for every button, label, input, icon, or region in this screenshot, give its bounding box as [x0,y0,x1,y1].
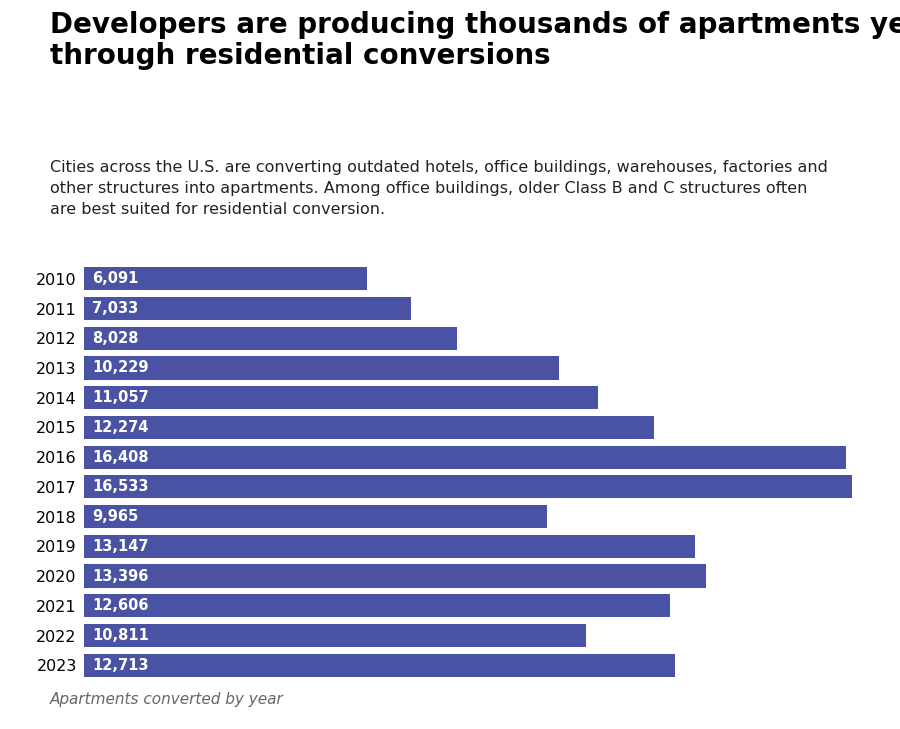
Bar [84,535,695,558]
Bar [84,327,457,350]
Text: 11,057: 11,057 [92,390,148,405]
Text: 12,274: 12,274 [92,420,148,435]
Bar [84,445,846,469]
Text: 9,965: 9,965 [92,509,139,524]
Text: 7,033: 7,033 [92,301,139,316]
Bar [84,505,547,529]
Bar [84,416,654,439]
Text: 12,606: 12,606 [92,599,148,613]
Bar [84,624,586,647]
Text: 10,229: 10,229 [92,360,148,375]
Bar [84,356,559,380]
Bar [84,594,670,617]
Text: 16,408: 16,408 [92,450,148,464]
Text: 10,811: 10,811 [92,628,148,643]
Text: 6,091: 6,091 [92,271,139,286]
Bar [84,386,598,409]
Text: Developers are producing thousands of apartments yearly
through residential conv: Developers are producing thousands of ap… [50,11,900,70]
Bar [84,297,410,320]
Text: Apartments converted by year: Apartments converted by year [50,692,284,707]
Bar [84,268,367,290]
Bar [84,564,707,588]
Text: Cities across the U.S. are converting outdated hotels, office buildings, warehou: Cities across the U.S. are converting ou… [50,160,827,217]
Text: 8,028: 8,028 [92,331,139,346]
Bar [84,475,852,499]
Text: 12,713: 12,713 [92,658,148,673]
Text: 13,147: 13,147 [92,539,148,554]
Text: 16,533: 16,533 [92,480,148,494]
Bar [84,654,675,677]
Text: 13,396: 13,396 [92,569,148,584]
